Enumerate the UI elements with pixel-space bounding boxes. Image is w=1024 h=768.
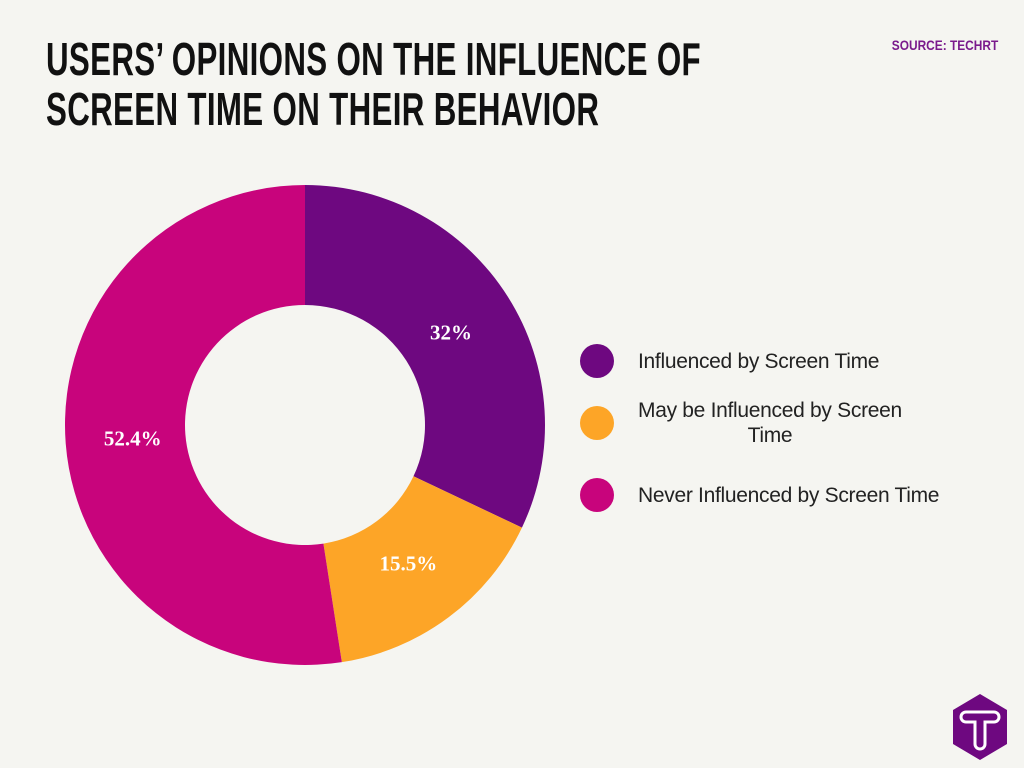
slice-0 <box>305 185 546 528</box>
legend-label: Never Influenced by Screen Time <box>638 483 940 507</box>
chart-title: USERS’ OPINIONS ON THE INFLUENCE OF SCRE… <box>46 34 701 134</box>
legend-item-may-be-influenced: May be Influenced by Screen Time <box>580 398 902 448</box>
slice-1 <box>323 476 522 663</box>
legend-item-never-influenced: Never Influenced by Screen Time <box>580 478 940 512</box>
slice-label-2: 52.4% <box>104 426 162 450</box>
legend-item-influenced: Influenced by Screen Time <box>580 344 879 378</box>
legend-swatch <box>580 344 614 378</box>
legend-swatch <box>580 406 614 440</box>
legend-label: Influenced by Screen Time <box>638 349 880 373</box>
legend-label: May be Influenced by Screen Time <box>638 399 902 447</box>
legend-swatch <box>580 478 614 512</box>
source-label: SOURCE: TECHRT <box>891 37 998 53</box>
techrt-logo-icon <box>953 694 1007 760</box>
title-line-1: USERS’ OPINIONS ON THE INFLUENCE OF <box>46 33 701 85</box>
title-line-2: SCREEN TIME ON THEIR BEHAVIOR <box>46 83 600 135</box>
slice-label-1: 15.5% <box>380 551 438 575</box>
slice-2 <box>65 185 342 665</box>
slice-label-0: 32% <box>430 321 472 345</box>
